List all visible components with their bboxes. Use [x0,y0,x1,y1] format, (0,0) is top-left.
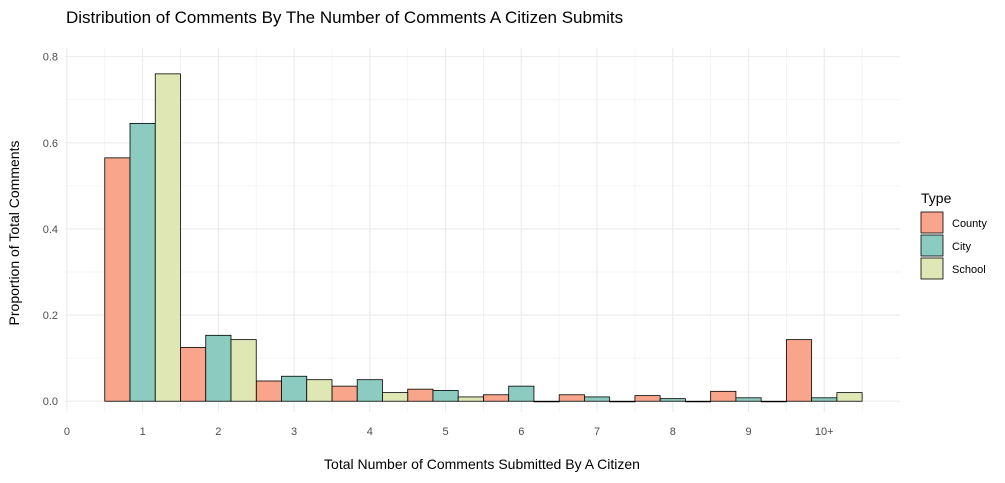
x-tick-label: 2 [215,426,221,438]
bar-school-3 [307,380,332,402]
chart-title: Distribution of Comments By The Number o… [66,8,623,27]
bar-county-6 [483,395,508,401]
x-tick-label: 5 [443,426,449,438]
y-tick-label: 0.0 [43,396,58,408]
bar-school-9 [761,401,786,402]
bar-city-10plus [812,398,837,401]
bar-county-5 [408,389,433,401]
legend-title: Type [921,190,952,206]
bar-school-5 [458,397,483,401]
y-tick-label: 0.8 [43,52,58,64]
bar-city-5 [433,390,458,401]
bar-county-1 [105,158,130,401]
x-tick-label: 10+ [815,426,834,438]
bar-county-3 [256,381,281,401]
bar-city-8 [660,399,685,402]
x-tick-label: 8 [670,426,676,438]
bar-county-4 [332,386,357,401]
x-tick-label: 1 [140,426,146,438]
bar-county-10plus [786,340,811,402]
y-tick-label: 0.4 [43,224,58,236]
bar-school-7 [610,401,635,402]
x-tick-label: 3 [291,426,297,438]
bar-city-1 [130,123,155,401]
bar-city-9 [736,398,761,401]
bar-county-2 [180,347,205,401]
y-tick-label: 0.6 [43,138,58,150]
bar-school-4 [382,393,407,402]
x-tick-label: 4 [367,426,373,438]
legend-key-county [921,212,943,233]
bar-school-2 [231,340,256,402]
bar-city-6 [509,386,534,401]
y-axis-title: Proportion of Total Comments [6,141,22,326]
legend-label-county: County [952,218,987,230]
bar-city-4 [357,380,382,402]
bar-school-8 [685,401,710,402]
legend-key-school [921,258,943,279]
bar-school-1 [155,74,180,401]
x-tick-label: 0 [64,426,70,438]
bar-city-2 [206,335,231,401]
y-axis-ticks: 0.0 0.2 0.4 0.6 0.8 [43,52,58,409]
legend-label-school: School [952,264,986,276]
x-tick-label: 9 [745,426,751,438]
y-tick-label: 0.2 [43,310,58,322]
legend-label-city: City [952,241,971,253]
bar-county-7 [559,395,584,401]
bar-county-9 [711,391,736,401]
x-tick-label: 6 [518,426,524,438]
bar-school-6 [534,401,559,402]
bar-county-8 [635,396,660,402]
bar-city-7 [584,397,609,401]
x-axis-title: Total Number of Comments Submitted By A … [324,456,640,472]
bar-city-3 [281,376,306,401]
x-tick-label: 7 [594,426,600,438]
bar-school-10plus [837,393,862,402]
legend-key-city [921,235,943,256]
legend: Type County City School [921,190,987,279]
x-axis-ticks: 0 1 2 3 4 5 6 7 8 9 10+ [64,426,834,438]
